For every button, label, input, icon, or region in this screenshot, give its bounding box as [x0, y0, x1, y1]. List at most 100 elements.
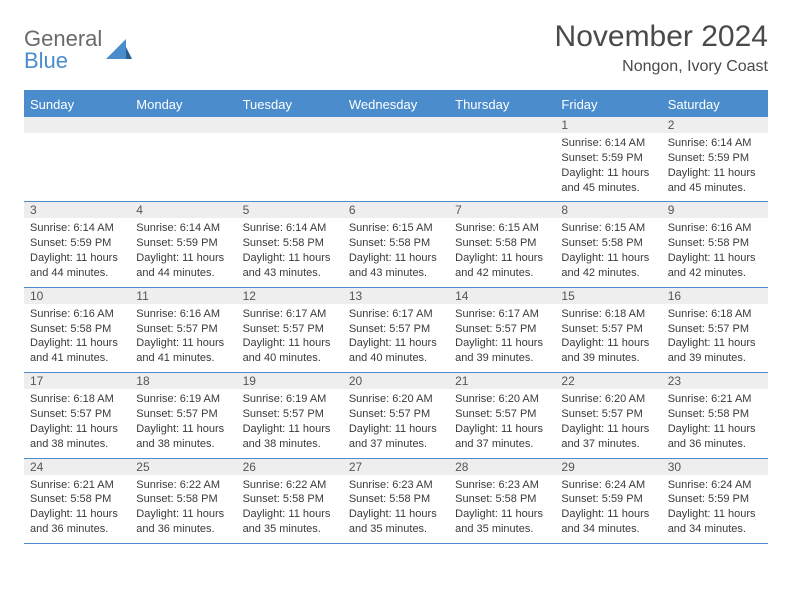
calendar-cell: Sunrise: 6:23 AMSunset: 5:58 PMDaylight:…: [343, 475, 449, 543]
calendar-cell: Sunrise: 6:22 AMSunset: 5:58 PMDaylight:…: [237, 475, 343, 543]
calendar-cell: Sunrise: 6:23 AMSunset: 5:58 PMDaylight:…: [449, 475, 555, 543]
daynum-bar: 10111213141516: [24, 288, 768, 304]
day-number: [449, 117, 555, 133]
calendar-cell: Sunrise: 6:20 AMSunset: 5:57 PMDaylight:…: [555, 389, 661, 457]
day-number: 23: [662, 373, 768, 389]
daynum-bar: 17181920212223: [24, 373, 768, 389]
day-header: Monday: [130, 92, 236, 117]
day-number: 24: [24, 459, 130, 475]
calendar: SundayMondayTuesdayWednesdayThursdayFrid…: [24, 90, 768, 544]
day-number: 3: [24, 202, 130, 218]
day-details: Sunrise: 6:18 AMSunset: 5:57 PMDaylight:…: [24, 389, 130, 457]
calendar-week: 24252627282930Sunrise: 6:21 AMSunset: 5:…: [24, 459, 768, 544]
day-details: Sunrise: 6:15 AMSunset: 5:58 PMDaylight:…: [343, 218, 449, 286]
week-body: Sunrise: 6:21 AMSunset: 5:58 PMDaylight:…: [24, 475, 768, 543]
daynum-bar: 24252627282930: [24, 459, 768, 475]
day-number: 30: [662, 459, 768, 475]
day-details: Sunrise: 6:14 AMSunset: 5:59 PMDaylight:…: [24, 218, 130, 286]
day-details: Sunrise: 6:20 AMSunset: 5:57 PMDaylight:…: [555, 389, 661, 457]
daynum-bar: 12: [24, 117, 768, 133]
week-body: Sunrise: 6:16 AMSunset: 5:58 PMDaylight:…: [24, 304, 768, 372]
calendar-cell: Sunrise: 6:17 AMSunset: 5:57 PMDaylight:…: [343, 304, 449, 372]
day-details: Sunrise: 6:15 AMSunset: 5:58 PMDaylight:…: [449, 218, 555, 286]
day-number: 12: [237, 288, 343, 304]
day-details: Sunrise: 6:23 AMSunset: 5:58 PMDaylight:…: [449, 475, 555, 543]
calendar-cell: Sunrise: 6:14 AMSunset: 5:59 PMDaylight:…: [555, 133, 661, 201]
day-details: Sunrise: 6:18 AMSunset: 5:57 PMDaylight:…: [662, 304, 768, 372]
day-details: Sunrise: 6:16 AMSunset: 5:57 PMDaylight:…: [130, 304, 236, 372]
calendar-cell: Sunrise: 6:21 AMSunset: 5:58 PMDaylight:…: [24, 475, 130, 543]
calendar-cell: Sunrise: 6:18 AMSunset: 5:57 PMDaylight:…: [24, 389, 130, 457]
calendar-cell: Sunrise: 6:15 AMSunset: 5:58 PMDaylight:…: [555, 218, 661, 286]
calendar-cell: Sunrise: 6:16 AMSunset: 5:58 PMDaylight:…: [24, 304, 130, 372]
day-details: Sunrise: 6:17 AMSunset: 5:57 PMDaylight:…: [449, 304, 555, 372]
day-details: Sunrise: 6:16 AMSunset: 5:58 PMDaylight:…: [662, 218, 768, 286]
day-number: 5: [237, 202, 343, 218]
day-number: 18: [130, 373, 236, 389]
day-number: 29: [555, 459, 661, 475]
week-body: Sunrise: 6:14 AMSunset: 5:59 PMDaylight:…: [24, 133, 768, 201]
calendar-cell: Sunrise: 6:21 AMSunset: 5:58 PMDaylight:…: [662, 389, 768, 457]
day-number: 19: [237, 373, 343, 389]
day-number: [343, 117, 449, 133]
calendar-cell: Sunrise: 6:24 AMSunset: 5:59 PMDaylight:…: [662, 475, 768, 543]
day-details: Sunrise: 6:14 AMSunset: 5:59 PMDaylight:…: [555, 133, 661, 201]
calendar-cell: Sunrise: 6:22 AMSunset: 5:58 PMDaylight:…: [130, 475, 236, 543]
day-number: 27: [343, 459, 449, 475]
day-number: 22: [555, 373, 661, 389]
calendar-cell: Sunrise: 6:17 AMSunset: 5:57 PMDaylight:…: [449, 304, 555, 372]
page-subtitle: Nongon, Ivory Coast: [555, 58, 768, 76]
day-number: [24, 117, 130, 133]
calendar-week: 12Sunrise: 6:14 AMSunset: 5:59 PMDayligh…: [24, 117, 768, 202]
day-number: 4: [130, 202, 236, 218]
brand-logo: General Blue: [24, 26, 132, 74]
calendar-cell: Sunrise: 6:15 AMSunset: 5:58 PMDaylight:…: [343, 218, 449, 286]
day-details: Sunrise: 6:14 AMSunset: 5:59 PMDaylight:…: [662, 133, 768, 201]
calendar-week: 10111213141516Sunrise: 6:16 AMSunset: 5:…: [24, 288, 768, 373]
calendar-cell: Sunrise: 6:20 AMSunset: 5:57 PMDaylight:…: [449, 389, 555, 457]
calendar-cell: [130, 133, 236, 201]
day-number: 28: [449, 459, 555, 475]
day-number: 25: [130, 459, 236, 475]
day-details: Sunrise: 6:24 AMSunset: 5:59 PMDaylight:…: [555, 475, 661, 543]
day-header: Thursday: [449, 92, 555, 117]
day-details: Sunrise: 6:14 AMSunset: 5:59 PMDaylight:…: [130, 218, 236, 286]
day-details: Sunrise: 6:15 AMSunset: 5:58 PMDaylight:…: [555, 218, 661, 286]
day-details: Sunrise: 6:19 AMSunset: 5:57 PMDaylight:…: [130, 389, 236, 457]
day-number: 14: [449, 288, 555, 304]
calendar-cell: [343, 133, 449, 201]
calendar-cell: Sunrise: 6:14 AMSunset: 5:59 PMDaylight:…: [662, 133, 768, 201]
day-header: Wednesday: [343, 92, 449, 117]
day-headers: SundayMondayTuesdayWednesdayThursdayFrid…: [24, 92, 768, 117]
day-number: 13: [343, 288, 449, 304]
day-details: Sunrise: 6:14 AMSunset: 5:58 PMDaylight:…: [237, 218, 343, 286]
day-number: 20: [343, 373, 449, 389]
calendar-cell: Sunrise: 6:24 AMSunset: 5:59 PMDaylight:…: [555, 475, 661, 543]
day-number: 17: [24, 373, 130, 389]
day-details: Sunrise: 6:19 AMSunset: 5:57 PMDaylight:…: [237, 389, 343, 457]
calendar-cell: Sunrise: 6:20 AMSunset: 5:57 PMDaylight:…: [343, 389, 449, 457]
day-number: 7: [449, 202, 555, 218]
day-details: Sunrise: 6:20 AMSunset: 5:57 PMDaylight:…: [343, 389, 449, 457]
day-details: Sunrise: 6:18 AMSunset: 5:57 PMDaylight:…: [555, 304, 661, 372]
calendar-cell: Sunrise: 6:19 AMSunset: 5:57 PMDaylight:…: [237, 389, 343, 457]
calendar-cell: Sunrise: 6:14 AMSunset: 5:58 PMDaylight:…: [237, 218, 343, 286]
calendar-cell: [237, 133, 343, 201]
day-details: Sunrise: 6:21 AMSunset: 5:58 PMDaylight:…: [662, 389, 768, 457]
day-details: Sunrise: 6:22 AMSunset: 5:58 PMDaylight:…: [130, 475, 236, 543]
day-details: Sunrise: 6:16 AMSunset: 5:58 PMDaylight:…: [24, 304, 130, 372]
day-number: [237, 117, 343, 133]
week-body: Sunrise: 6:18 AMSunset: 5:57 PMDaylight:…: [24, 389, 768, 457]
day-details: Sunrise: 6:21 AMSunset: 5:58 PMDaylight:…: [24, 475, 130, 543]
calendar-week: 17181920212223Sunrise: 6:18 AMSunset: 5:…: [24, 373, 768, 458]
calendar-cell: [24, 133, 130, 201]
brand-triangle-icon: [106, 37, 132, 61]
calendar-cell: Sunrise: 6:15 AMSunset: 5:58 PMDaylight:…: [449, 218, 555, 286]
calendar-cell: Sunrise: 6:17 AMSunset: 5:57 PMDaylight:…: [237, 304, 343, 372]
daynum-bar: 3456789: [24, 202, 768, 218]
day-number: 6: [343, 202, 449, 218]
calendar-cell: Sunrise: 6:14 AMSunset: 5:59 PMDaylight:…: [24, 218, 130, 286]
page-title: November 2024: [555, 20, 768, 54]
day-number: 21: [449, 373, 555, 389]
day-number: [130, 117, 236, 133]
